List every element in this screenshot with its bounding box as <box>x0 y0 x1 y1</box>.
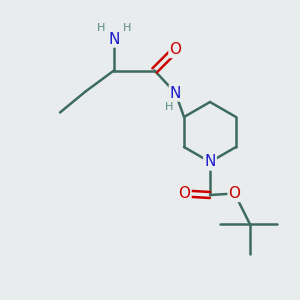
Text: H: H <box>165 102 173 112</box>
Text: O: O <box>229 186 241 201</box>
Text: O: O <box>178 186 190 201</box>
Text: O: O <box>169 42 181 57</box>
Text: N: N <box>170 85 181 100</box>
Text: N: N <box>108 32 120 46</box>
Text: H: H <box>122 22 131 33</box>
Text: N: N <box>204 154 216 169</box>
Text: H: H <box>97 22 106 33</box>
